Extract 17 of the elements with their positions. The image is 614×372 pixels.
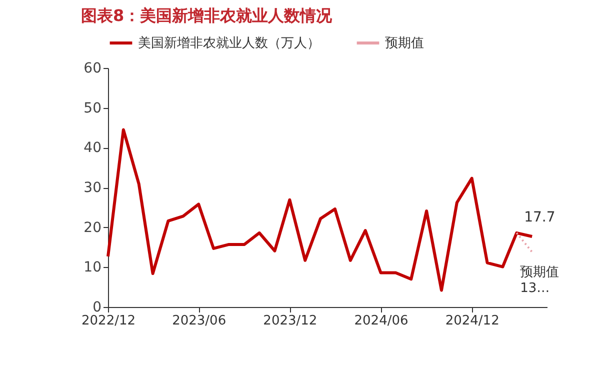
data-label: 17.7 [524,209,556,226]
y-tick-label: 40 [84,140,102,156]
y-tick-label: 0 [92,300,102,316]
x-tick-label: 2024/12 [445,314,500,328]
chart-title: 图表8：美国新增非农就业人数情况 [80,6,334,25]
x-tick-label: 2023/06 [172,314,226,328]
x-tick-label: 2022/12 [81,314,136,328]
y-tick-label: 20 [84,220,102,236]
x-tick-label: 2023/12 [263,314,318,328]
legend-label: 预期值 [385,36,424,51]
y-tick-label: 60 [84,60,102,76]
y-tick-label: 10 [84,260,102,276]
y-tick-label: 50 [84,100,102,116]
y-tick-label: 30 [84,180,102,196]
x-tick-label: 2024/06 [354,314,408,328]
data-label: 预期值 13… [520,265,560,296]
legend-label: 美国新增非农就业人数（万人） [138,35,320,51]
